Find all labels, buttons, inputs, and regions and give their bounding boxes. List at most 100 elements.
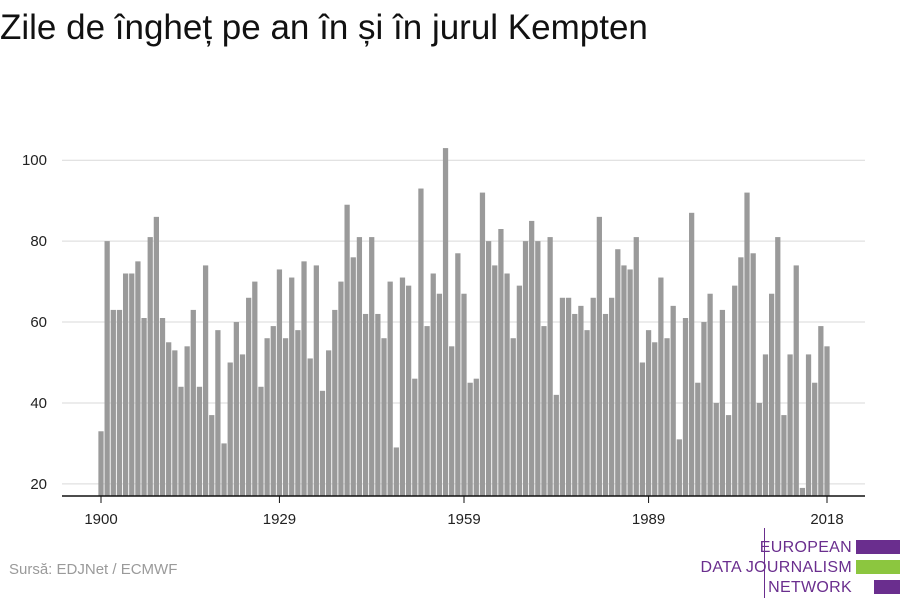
bar-1960 [467, 382, 473, 496]
bar-1925 [252, 281, 258, 496]
bar-1998 [701, 322, 707, 496]
bar-1951 [412, 378, 418, 496]
bar-1937 [326, 350, 332, 496]
bar-1949 [399, 277, 406, 496]
bar-1987 [633, 237, 639, 496]
bar-1986 [627, 269, 633, 496]
edjnet-logo[interactable]: EUROPEAN DATA JOURNALISM NETWORK [700, 528, 900, 598]
bar-2010 [775, 237, 781, 496]
bar-2009 [769, 293, 775, 496]
bar-1971 [535, 241, 541, 496]
bars [98, 148, 830, 496]
bar-1913 [178, 386, 184, 496]
bar-1990 [652, 342, 658, 496]
bar-1966 [504, 273, 510, 496]
bar-1962 [479, 192, 486, 496]
bar-1916 [196, 386, 203, 496]
bar-1936 [319, 390, 326, 496]
bar-1948 [393, 447, 399, 496]
bar-1914 [184, 346, 190, 496]
bar-1911 [166, 342, 172, 496]
bar-2018 [824, 346, 830, 496]
bar-1955 [436, 293, 443, 496]
y-tick-label: 60 [30, 314, 47, 331]
logo-text: EUROPEAN DATA JOURNALISM NETWORK [701, 538, 852, 598]
logo-line-data-journalism: DATA JOURNALISM [700, 559, 852, 576]
y-tick-label: 100 [22, 152, 47, 169]
bar-1906 [135, 261, 141, 496]
x-axis: 1900 1929 1959 1989 2018 [62, 495, 865, 528]
logo-bar-middle [856, 560, 900, 574]
bar-1950 [406, 285, 412, 496]
y-tick-label: 40 [30, 395, 47, 412]
bar-2000 [713, 402, 719, 496]
bar-1941 [350, 257, 356, 496]
bar-1954 [430, 273, 436, 496]
bar-1931 [289, 277, 295, 496]
bar-1953 [424, 326, 430, 496]
bar-2015 [805, 354, 812, 496]
bar-1934 [307, 358, 313, 496]
bar-1980 [590, 297, 596, 496]
bar-2003 [732, 285, 738, 496]
bar-1926 [258, 386, 264, 496]
bar-1956 [442, 148, 449, 496]
bar-1969 [522, 241, 529, 496]
bar-1939 [338, 281, 344, 496]
logo-bar-top [856, 540, 900, 554]
bar-1923 [239, 354, 246, 496]
y-tick-label: 20 [30, 476, 47, 493]
bar-1930 [282, 338, 289, 496]
bar-1900 [98, 431, 104, 496]
frost-days-bar-chart: 20 40 60 80 100 1900 1929 1959 1989 2018 [22, 148, 865, 528]
bar-1968 [516, 285, 522, 496]
bar-1915 [190, 309, 196, 496]
bar-1973 [547, 237, 553, 496]
bar-1992 [664, 338, 670, 496]
bar-1938 [332, 309, 338, 496]
bar-1919 [215, 330, 221, 496]
bar-1993 [670, 305, 676, 496]
bar-1921 [227, 362, 233, 496]
bar-1985 [621, 265, 627, 496]
bar-1927 [264, 338, 270, 496]
bar-1975 [559, 297, 566, 496]
bar-1978 [578, 305, 584, 496]
bar-1942 [356, 237, 363, 496]
bar-2011 [781, 415, 787, 496]
logo-divider [764, 528, 765, 598]
bar-1991 [658, 277, 664, 496]
bar-1917 [202, 265, 209, 496]
bar-1932 [295, 330, 301, 496]
x-tick-label: 1959 [447, 511, 480, 528]
x-tick-label: 1900 [84, 511, 117, 528]
bar-1902 [110, 309, 116, 496]
chart-title: Zile de îngheț pe an în și în jurul Kemp… [0, 8, 648, 47]
bar-1995 [682, 318, 689, 496]
bar-1946 [381, 338, 387, 496]
bar-1935 [313, 265, 319, 496]
bar-1984 [615, 249, 621, 496]
bar-1912 [172, 350, 178, 496]
bar-2005 [744, 192, 750, 496]
y-axis-ticks: 20 40 60 80 100 [22, 152, 47, 493]
bar-1964 [492, 265, 498, 496]
bar-1928 [270, 326, 276, 496]
bar-1958 [455, 253, 461, 496]
bar-1940 [344, 204, 350, 496]
bar-1943 [362, 313, 369, 496]
bar-1922 [233, 322, 239, 496]
x-tick-label: 1929 [263, 511, 296, 528]
bar-1908 [147, 237, 153, 496]
bar-1909 [153, 216, 159, 496]
bar-2002 [725, 415, 732, 496]
bar-1997 [695, 382, 701, 496]
bar-1905 [129, 273, 135, 496]
bar-1933 [301, 261, 307, 496]
bar-1976 [565, 297, 572, 496]
bar-2013 [793, 265, 799, 496]
bar-1957 [449, 346, 455, 496]
bar-2017 [818, 326, 824, 496]
bar-1947 [387, 281, 393, 496]
bar-1999 [707, 293, 713, 496]
